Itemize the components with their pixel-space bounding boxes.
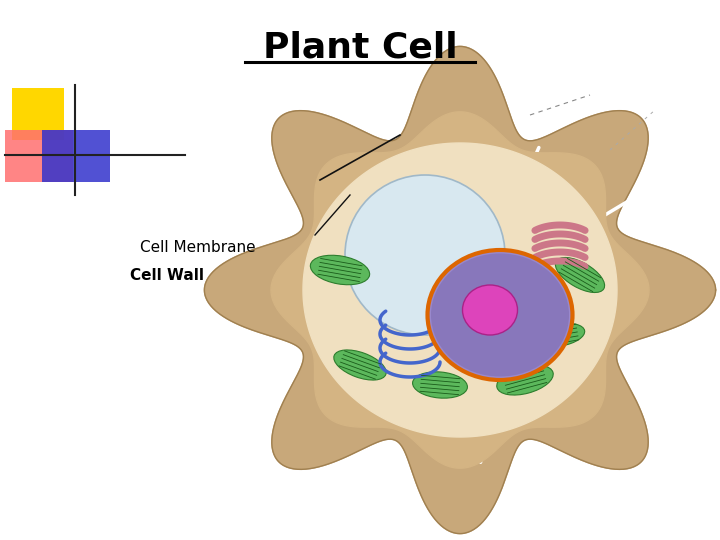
Ellipse shape — [428, 250, 572, 380]
Ellipse shape — [497, 365, 553, 395]
Polygon shape — [204, 46, 716, 534]
Ellipse shape — [334, 350, 386, 380]
Ellipse shape — [310, 255, 369, 285]
Ellipse shape — [345, 175, 505, 335]
Ellipse shape — [495, 337, 525, 353]
Text: Cell Wall: Cell Wall — [130, 267, 204, 282]
Ellipse shape — [462, 285, 518, 335]
Ellipse shape — [431, 253, 569, 376]
Bar — [12, 88, 64, 140]
Bar — [5, 130, 73, 182]
Ellipse shape — [555, 258, 605, 293]
Polygon shape — [303, 143, 617, 437]
Text: Plant Cell: Plant Cell — [263, 30, 457, 64]
Polygon shape — [271, 112, 649, 468]
Text: Cell Membrane: Cell Membrane — [140, 240, 256, 255]
Ellipse shape — [535, 323, 585, 347]
Ellipse shape — [413, 372, 467, 398]
Ellipse shape — [433, 305, 467, 326]
Bar — [42, 130, 110, 182]
